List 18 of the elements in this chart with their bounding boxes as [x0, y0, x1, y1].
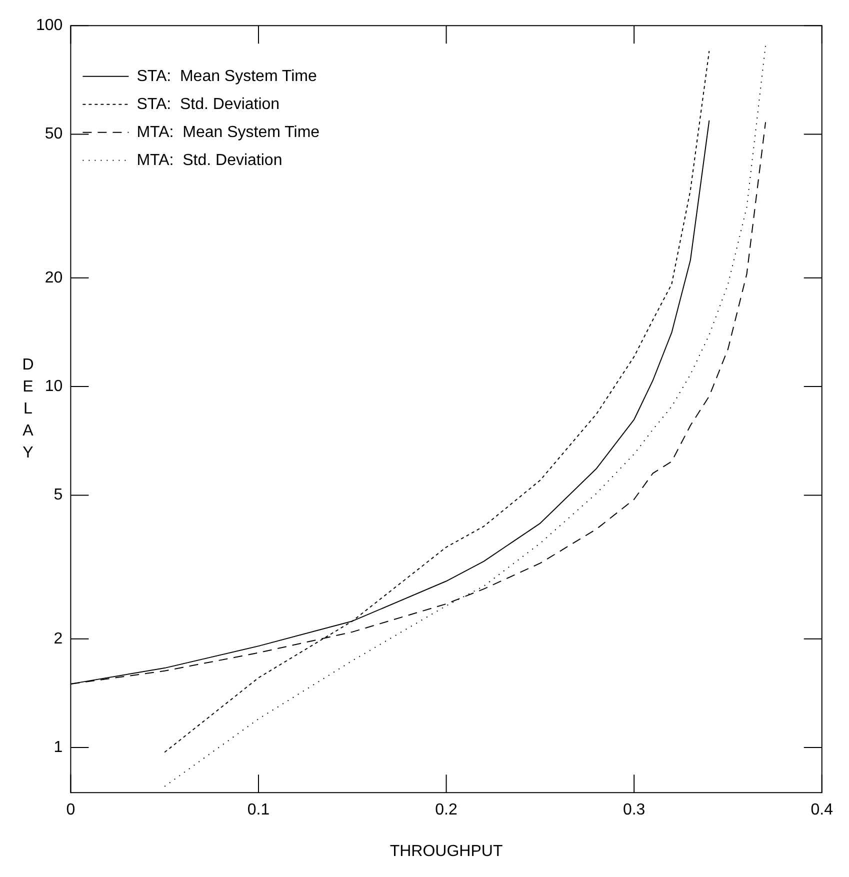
y-tick-label: 50	[44, 126, 63, 143]
y-tick-label: 2	[54, 630, 63, 648]
x-tick-label: 0.4	[810, 802, 834, 819]
legend-label: MTA: Std. Deviation	[136, 152, 282, 169]
y-tick-label: 20	[44, 269, 63, 286]
y-tick-label: 10	[44, 378, 63, 395]
x-tick-label: 0.1	[247, 802, 270, 819]
legend-label: STA: Mean System Time	[136, 68, 317, 85]
x-axis-title: THROUGHPUT	[390, 842, 503, 860]
y-tick-label: 1	[54, 738, 63, 756]
y-tick-label: 100	[36, 17, 63, 34]
legend-label: MTA: Mean System Time	[136, 124, 320, 141]
x-tick-label: 0	[66, 802, 76, 819]
x-tick-label: 0.3	[622, 802, 646, 819]
y-tick-label: 5	[54, 486, 63, 504]
y-axis-title: DELAY	[22, 356, 34, 462]
x-tick-label: 0.2	[435, 802, 458, 819]
legend-label: STA: Std. Deviation	[136, 96, 280, 113]
